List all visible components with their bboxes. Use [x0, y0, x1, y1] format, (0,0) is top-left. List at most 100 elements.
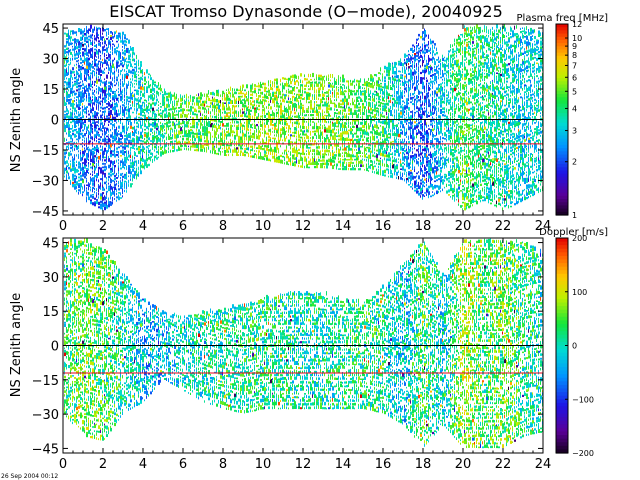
data-cell [424, 107, 425, 110]
data-cell [90, 100, 92, 104]
data-cell [138, 151, 140, 155]
data-cell [120, 90, 122, 95]
data-cell [214, 134, 216, 138]
data-cell [78, 53, 79, 58]
data-cell [78, 106, 80, 110]
data-cell [128, 154, 130, 158]
data-cell [94, 53, 96, 57]
data-cell [180, 109, 182, 112]
data-cell [128, 54, 130, 57]
data-cell [338, 157, 339, 160]
data-cell [336, 165, 337, 170]
data-cell [408, 184, 410, 186]
data-cell [340, 79, 341, 83]
data-cell [408, 81, 409, 85]
data-cell [428, 165, 430, 169]
data-cell [382, 73, 383, 76]
data-cell [388, 100, 390, 103]
data-cell [362, 92, 364, 96]
data-cell [122, 81, 123, 84]
data-cell [78, 135, 80, 140]
data-cell [76, 96, 78, 98]
data-cell [394, 168, 396, 173]
data-cell [364, 150, 365, 155]
data-cell [294, 141, 296, 144]
data-cell [116, 126, 117, 131]
data-cell [116, 60, 118, 66]
data-cell [300, 153, 301, 158]
data-cell [144, 94, 145, 98]
data-cell [126, 159, 127, 164]
data-cell [312, 156, 313, 159]
data-cell [352, 114, 353, 119]
data-cell [312, 83, 313, 87]
data-cell [388, 121, 390, 126]
data-cell [72, 161, 74, 165]
data-cell [358, 144, 360, 148]
data-cell [258, 104, 260, 108]
data-cell [114, 170, 115, 174]
data-cell [250, 155, 252, 158]
data-cell [98, 140, 100, 144]
data-cell [126, 172, 127, 177]
data-cell [430, 145, 431, 149]
data-cell [90, 129, 92, 133]
data-cell [380, 99, 381, 101]
data-cell [138, 99, 140, 103]
data-cell [94, 41, 95, 44]
data-cell [158, 137, 159, 139]
data-cell [366, 120, 367, 123]
data-cell [396, 103, 397, 108]
data-cell [134, 79, 136, 82]
data-cell [180, 141, 181, 144]
data-cell [210, 140, 211, 144]
data-cell [140, 98, 141, 103]
data-cell [80, 62, 82, 64]
data-cell [290, 135, 291, 140]
data-cell [334, 137, 336, 141]
data-cell [138, 62, 139, 67]
data-cell [86, 177, 87, 180]
data-cell [90, 83, 92, 88]
data-cell [342, 84, 344, 86]
data-cell [82, 53, 84, 57]
data-cell [228, 97, 230, 101]
data-cell [120, 82, 121, 85]
data-cell [282, 127, 284, 132]
data-cell [106, 190, 108, 193]
data-cell [100, 69, 102, 73]
data-cell [394, 116, 395, 121]
data-cell [300, 165, 302, 168]
data-cell [384, 134, 385, 138]
data-cell [410, 83, 411, 87]
data-cell [402, 68, 403, 73]
data-cell [342, 115, 344, 119]
data-cell [302, 119, 304, 123]
data-cell [160, 124, 162, 128]
data-cell [260, 131, 261, 134]
data-cell [420, 125, 422, 130]
data-cell [92, 80, 93, 85]
data-cell [246, 120, 248, 125]
data-cell [356, 101, 357, 106]
data-cell [102, 180, 103, 185]
data-cell [286, 81, 287, 84]
data-cell [130, 178, 131, 181]
data-cell [274, 139, 275, 143]
data-cell [100, 95, 101, 99]
data-cell [102, 111, 104, 113]
data-cell [368, 140, 369, 143]
data-cell [76, 181, 78, 186]
data-cell [304, 114, 306, 117]
data-cell [356, 163, 357, 167]
data-cell [248, 120, 250, 125]
data-cell [394, 133, 396, 137]
data-cell [214, 131, 216, 135]
data-cell [328, 153, 329, 156]
data-cell [100, 200, 102, 203]
data-cell [346, 122, 347, 125]
data-cell [96, 135, 97, 140]
data-cell [234, 134, 236, 137]
data-cell [94, 83, 95, 86]
data-cell [364, 129, 365, 132]
